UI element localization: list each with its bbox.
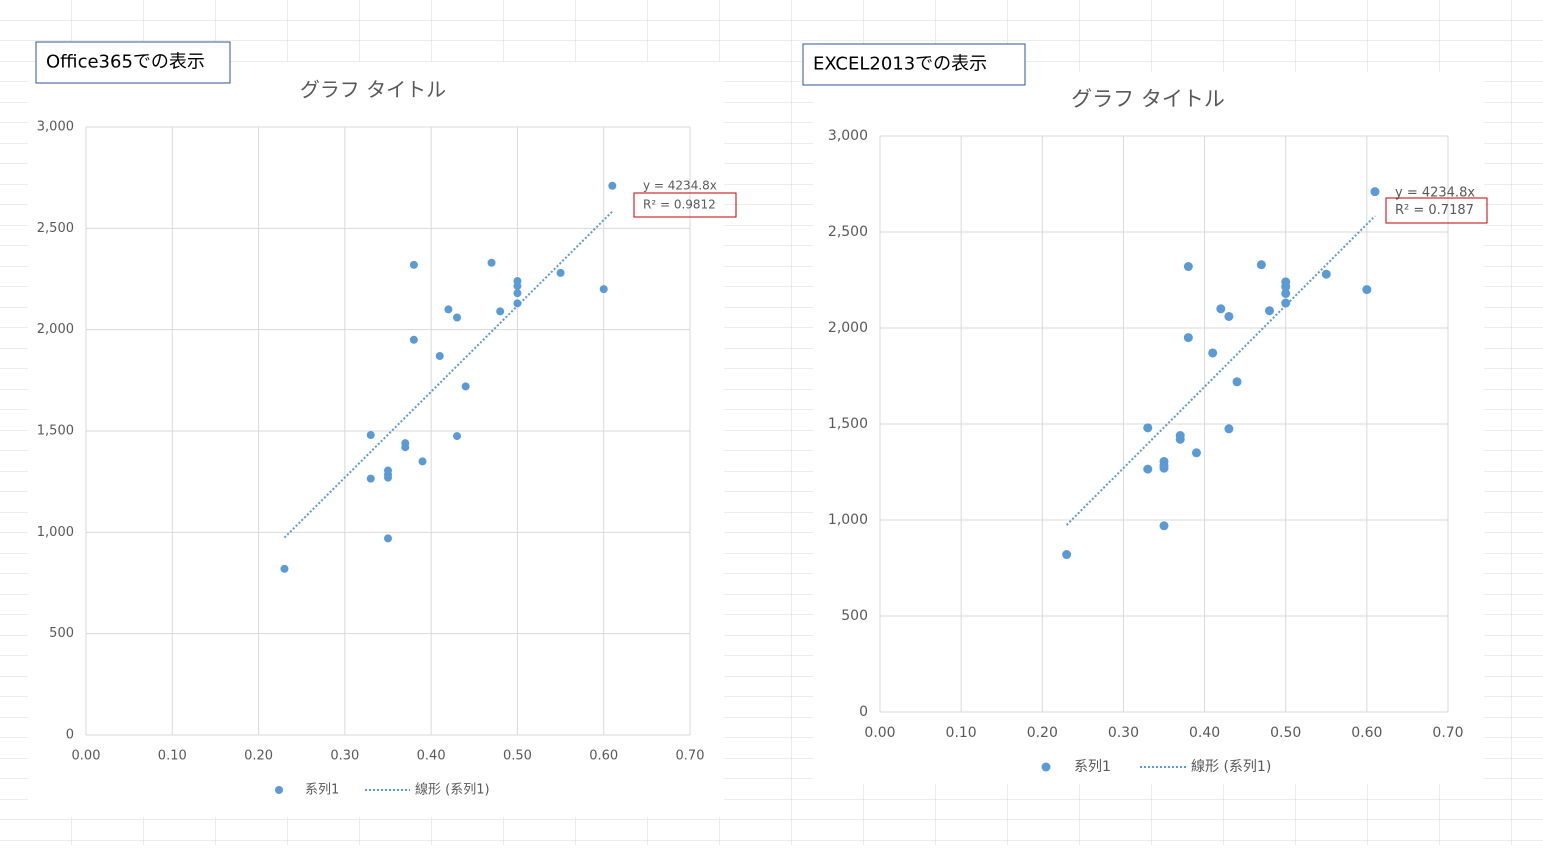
- y-tick-label: 1,500: [828, 416, 868, 432]
- trendline: [1065, 215, 1376, 526]
- x-tick-label: 0.60: [589, 749, 618, 764]
- y-tick-label: 2,000: [37, 322, 74, 337]
- x-tick-label: 0.00: [72, 749, 101, 764]
- point: [1264, 306, 1274, 316]
- x-tick-label: 0.30: [1108, 725, 1139, 741]
- point: [366, 474, 375, 483]
- point: [1183, 262, 1193, 272]
- point: [1143, 423, 1153, 433]
- highlight-box: [1385, 197, 1488, 224]
- point: [608, 181, 617, 190]
- legend-label: 系列1: [1074, 759, 1111, 775]
- legend-label: 線形 (系列1): [1191, 759, 1271, 775]
- legend-label: 系列1: [305, 783, 339, 798]
- point: [1281, 298, 1291, 308]
- x-tick-label: 0.00: [864, 725, 895, 741]
- y-tick-label: 0: [66, 728, 74, 743]
- y-tick-label: 3,000: [828, 128, 868, 144]
- point: [1216, 304, 1226, 314]
- chart-area: [28, 62, 724, 817]
- point: [453, 432, 462, 441]
- trendline-equation: y = 4234.8x: [643, 179, 717, 193]
- point: [496, 307, 505, 316]
- point: [384, 473, 392, 482]
- trendline-equation: y = 4234.8x: [1395, 186, 1475, 201]
- y-tick-label: 3,000: [37, 120, 74, 135]
- y-tick-label: 1,000: [37, 525, 74, 540]
- point: [1321, 269, 1331, 279]
- point: [384, 534, 392, 543]
- point: [1281, 288, 1291, 298]
- point: [1062, 550, 1072, 560]
- chart-title: グラフ タイトル: [300, 78, 446, 102]
- x-tick-label: 0.40: [1189, 725, 1220, 741]
- x-tick-label: 0.30: [330, 749, 359, 764]
- point: [1232, 377, 1242, 387]
- x-tick-label: 0.70: [1432, 725, 1463, 741]
- point: [1281, 282, 1291, 292]
- point: [1143, 464, 1153, 474]
- x-tick-label: 0.50: [1270, 725, 1301, 741]
- point: [1224, 311, 1234, 321]
- x-tick-label: 0.10: [158, 749, 187, 764]
- y-tick-label: 500: [49, 626, 74, 641]
- highlight-box: [633, 192, 737, 218]
- point: [435, 352, 444, 361]
- x-tick-label: 0.60: [1351, 725, 1382, 741]
- point: [1159, 521, 1169, 531]
- x-tick-label: 0.50: [503, 749, 532, 764]
- point: [1362, 285, 1372, 295]
- y-tick-label: 1,000: [828, 512, 868, 528]
- y-tick-label: 0: [859, 704, 868, 720]
- trendline-r2: R² = 0.9812: [643, 198, 716, 212]
- x-tick-label: 0.70: [676, 749, 705, 764]
- point: [1191, 448, 1201, 458]
- point: [401, 443, 410, 452]
- point: [453, 313, 462, 322]
- caption: EXCEL2013での表示: [813, 54, 987, 75]
- point: [461, 382, 470, 391]
- y-tick-label: 500: [841, 608, 868, 624]
- y-tick-label: 2,500: [37, 221, 74, 236]
- point: [1175, 434, 1185, 444]
- point: [444, 305, 453, 314]
- point: [1159, 463, 1169, 473]
- y-tick-label: 1,500: [37, 424, 74, 439]
- legend-marker: [1041, 762, 1051, 772]
- point: [280, 564, 289, 573]
- caption-box: [802, 43, 1026, 86]
- point: [487, 258, 496, 267]
- trendline: [283, 210, 614, 539]
- point: [366, 431, 375, 440]
- x-tick-label: 0.10: [946, 725, 977, 741]
- point: [418, 457, 427, 466]
- point: [1208, 348, 1218, 358]
- y-tick-label: 2,000: [828, 320, 868, 336]
- x-tick-label: 0.20: [1027, 725, 1058, 741]
- point: [1256, 260, 1266, 270]
- point: [513, 299, 522, 308]
- point: [1183, 333, 1193, 343]
- point: [1224, 424, 1234, 434]
- caption-box: [35, 41, 231, 84]
- trendline-r2: R² = 0.7187: [1395, 203, 1474, 218]
- chart-title: グラフ タイトル: [1071, 87, 1225, 111]
- y-tick-label: 2,500: [828, 224, 868, 240]
- point: [599, 285, 608, 294]
- point: [513, 289, 522, 298]
- point: [556, 268, 565, 277]
- legend-marker: [275, 786, 283, 794]
- x-tick-label: 0.20: [244, 749, 273, 764]
- point: [409, 260, 418, 269]
- point: [1370, 187, 1380, 197]
- legend-label: 線形 (系列1): [415, 782, 490, 798]
- caption: Office365での表示: [46, 52, 205, 73]
- point: [409, 335, 418, 344]
- x-tick-label: 0.40: [417, 749, 446, 764]
- point: [513, 282, 522, 291]
